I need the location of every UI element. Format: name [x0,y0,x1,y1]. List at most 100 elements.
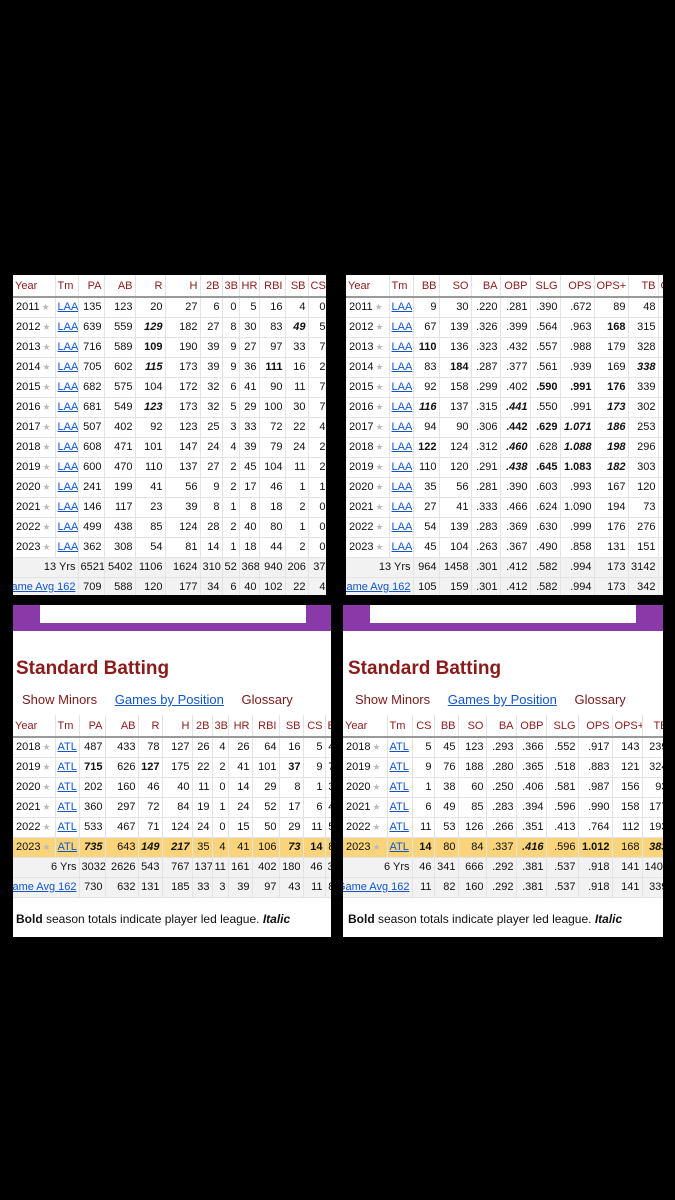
team-link[interactable]: LAA [389,457,414,478]
games-by-position-link[interactable]: Games by Position [114,692,224,707]
team-link[interactable]: LAA [389,337,414,358]
team-link-text[interactable]: LAA [57,321,78,333]
game-avg-link-text[interactable]: 162 Game Avg. [346,581,411,593]
column-header[interactable]: CS [412,715,435,738]
game-avg-link[interactable]: 162 Game Avg. [346,577,414,595]
team-link-text[interactable]: LAA [391,341,413,353]
team-link[interactable]: LAA [55,497,79,518]
team-link[interactable]: LAA [55,537,79,558]
column-header[interactable]: Year [346,275,390,298]
team-link-text[interactable]: LAA [57,401,78,413]
column-header[interactable]: SLG [530,275,561,298]
team-link-text[interactable]: LAA [391,381,413,393]
column-header[interactable]: R [138,715,163,738]
team-link[interactable]: LAA [55,457,79,478]
team-link[interactable]: LAA [55,337,79,358]
column-header[interactable]: 2B [200,275,223,298]
column-header[interactable]: SB [279,715,304,738]
glossary-link[interactable]: Glossary [574,692,626,707]
column-header[interactable]: Year [13,275,56,298]
team-link[interactable]: LAA [55,477,79,498]
team-link[interactable]: LAA [389,397,414,418]
column-header[interactable]: CS [303,715,326,738]
team-link[interactable]: ATL [387,797,413,818]
team-link[interactable]: ATL [55,757,80,778]
team-link[interactable]: LAA [389,437,414,458]
team-link[interactable]: ATL [387,777,413,798]
team-link[interactable]: ATL [387,817,413,838]
team-link[interactable]: LAA [389,537,414,558]
team-link-text[interactable]: LAA [391,421,413,433]
show-minors-link[interactable]: Show Minors [355,692,431,707]
column-header[interactable]: AB [105,715,139,738]
column-header[interactable]: H [162,715,193,738]
team-link[interactable]: ATL [387,837,413,858]
show-minors-link[interactable]: Show Minors [22,692,98,707]
game-avg-link-text[interactable]: 162 Game Avg. [343,881,410,893]
column-header[interactable]: Tm [387,715,413,738]
team-link[interactable]: LAA [55,297,79,318]
team-link-text[interactable]: LAA [57,381,78,393]
column-header[interactable]: Tm [55,275,79,298]
game-avg-link[interactable]: 162 Game Avg. [13,577,79,595]
team-link-text[interactable]: LAA [57,481,78,493]
team-link-text[interactable]: LAA [57,361,78,373]
team-link-text[interactable]: LAA [57,461,78,473]
game-avg-link-text[interactable]: 162 Game Avg. [13,581,76,593]
column-header[interactable]: Year [343,715,388,738]
team-link[interactable]: LAA [389,297,414,318]
column-header[interactable]: 3B [222,275,240,298]
team-link-text[interactable]: ATL [389,761,409,773]
column-header[interactable]: 2B [192,715,213,738]
team-link-text[interactable]: LAA [57,441,78,453]
games-by-position-link[interactable]: Games by Position [447,692,557,707]
column-header[interactable]: GDP [658,275,663,298]
column-header[interactable]: Year [13,715,56,738]
team-link-text[interactable]: LAA [391,521,413,533]
team-link[interactable]: LAA [389,517,414,538]
team-link[interactable]: LAA [389,497,414,518]
team-link[interactable]: LAA [55,417,79,438]
team-link-text[interactable]: LAA [57,501,78,513]
column-header[interactable]: Tm [389,275,414,298]
team-link[interactable]: LAA [55,357,79,378]
team-link[interactable]: LAA [55,377,79,398]
team-link-text[interactable]: LAA [57,301,78,314]
column-header[interactable]: SLG [546,715,579,738]
column-header[interactable]: PA [78,275,105,298]
column-header[interactable]: OPS+ [612,715,643,738]
column-header[interactable]: SO [458,715,487,738]
team-link[interactable]: LAA [389,357,414,378]
column-header[interactable]: TB [642,715,663,738]
column-header[interactable]: AB [104,275,136,298]
column-header[interactable]: BA [486,715,517,738]
column-header[interactable]: R [135,275,166,298]
column-header[interactable]: OBP [500,275,531,298]
column-header[interactable]: OBP [516,715,547,738]
team-link[interactable]: LAA [55,517,79,538]
team-link-text[interactable]: ATL [389,781,409,793]
team-link[interactable]: ATL [387,757,413,778]
team-link-text[interactable]: ATL [57,801,77,813]
team-link[interactable]: LAA [55,437,79,458]
team-link-text[interactable]: ATL [57,781,77,793]
team-link-text[interactable]: LAA [391,461,413,473]
team-link-text[interactable]: LAA [391,361,413,373]
team-link-text[interactable]: LAA [57,421,78,433]
team-link-text[interactable]: ATL [57,741,77,754]
game-avg-link[interactable]: 162 Game Avg. [343,877,413,898]
team-link[interactable]: LAA [55,317,79,338]
team-link-text[interactable]: LAA [57,521,78,533]
team-link[interactable]: ATL [55,797,80,818]
team-link-text[interactable]: ATL [57,841,77,853]
column-header[interactable]: OPS [560,275,595,298]
column-header[interactable]: CS [308,275,326,298]
column-header[interactable]: SO [439,275,472,298]
team-link[interactable]: ATL [387,737,413,758]
column-header[interactable]: TB [628,275,659,298]
team-link-text[interactable]: LAA [391,321,413,333]
column-header[interactable]: HR [228,715,253,738]
team-link-text[interactable]: ATL [57,821,77,833]
column-header[interactable]: SB [285,275,309,298]
column-header[interactable]: BB [434,715,459,738]
